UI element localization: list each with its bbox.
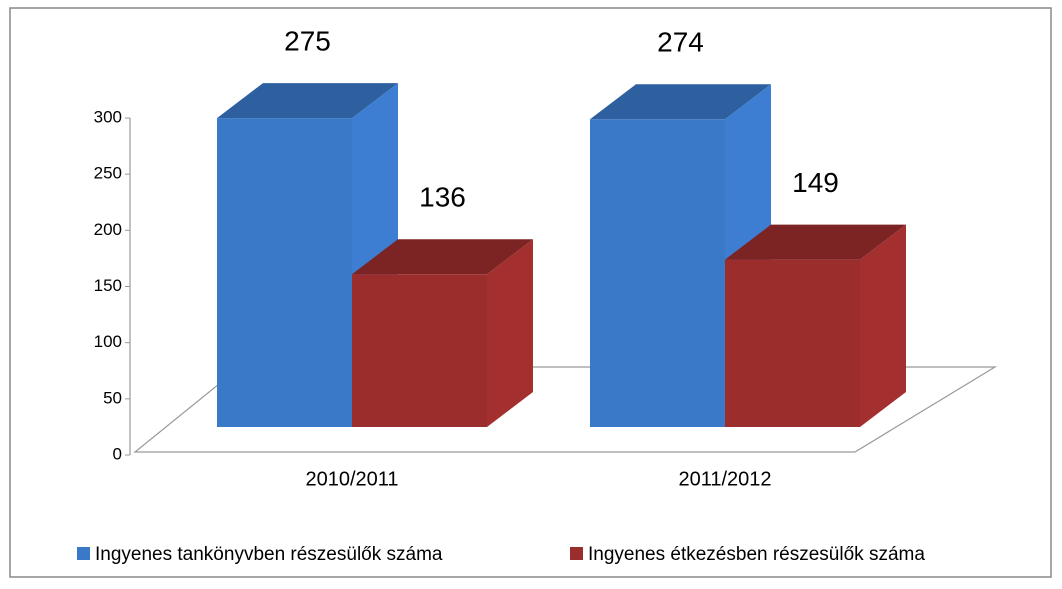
bar-front (352, 274, 487, 427)
bar-top (590, 84, 771, 120)
y-tick-label: 200 (94, 220, 122, 239)
bar-top (217, 83, 398, 119)
bar-top (352, 239, 533, 275)
bar (352, 239, 533, 427)
legend-swatch (570, 547, 583, 560)
value-label: 275 (284, 25, 331, 56)
y-tick-label: 0 (113, 444, 122, 463)
bar-side (860, 224, 906, 427)
y-tick-label: 150 (94, 276, 122, 295)
legend-label: Ingyenes tankönyvben részesülők száma (95, 544, 443, 565)
x-tick-label: 2010/2011 (305, 468, 398, 490)
bar (725, 224, 906, 427)
x-tick-label: 2011/2012 (678, 468, 771, 490)
bar-front (590, 119, 725, 427)
legend-swatch (77, 547, 90, 560)
legend-label: Ingyenes étkezésben részesülők száma (588, 544, 925, 565)
y-tick-label: 50 (103, 388, 122, 407)
bar-front (725, 259, 860, 427)
bar-top (725, 224, 906, 260)
y-tick-label: 250 (94, 164, 122, 183)
value-label: 274 (657, 27, 704, 58)
floor (133, 366, 998, 453)
bar-front (217, 118, 352, 427)
y-tick-label: 300 (94, 107, 122, 126)
value-label: 136 (419, 182, 466, 213)
y-tick-label: 100 (94, 332, 122, 351)
bar-side (487, 239, 533, 427)
value-label: 149 (792, 167, 839, 198)
